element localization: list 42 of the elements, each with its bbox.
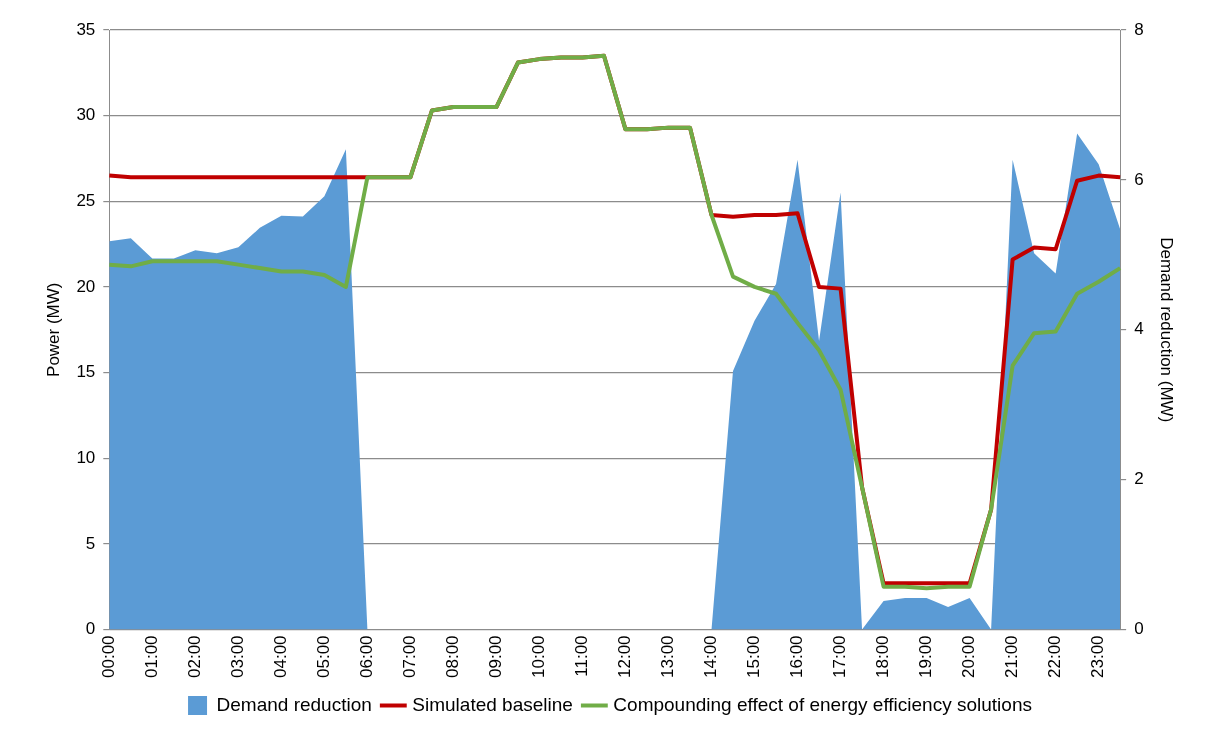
x-tick-label: 12:00 [615, 635, 635, 679]
x-tick-label: 13:00 [658, 635, 678, 679]
y-tick-label: 35 [76, 19, 96, 39]
y-tick-label: 15 [76, 362, 96, 382]
x-tick-label: 11:00 [572, 635, 592, 677]
x-tick-label: 01:00 [142, 635, 162, 679]
y2-tick-label: 4 [1134, 319, 1144, 339]
x-tick-label: 02:00 [185, 635, 205, 679]
x-tick-label: 18:00 [873, 635, 893, 679]
x-tick-label: 14:00 [701, 635, 721, 679]
y-tick-label: 0 [85, 619, 96, 639]
y-tick-label: 25 [76, 190, 96, 210]
y-tick-label: 30 [76, 105, 96, 125]
x-tick-label: 05:00 [314, 635, 334, 679]
legend-label: Simulated baseline [412, 693, 573, 715]
x-tick-label: 07:00 [400, 635, 420, 679]
y2-tick-label: 0 [1134, 619, 1144, 639]
legend-label: Compounding effect of energy efficiency solutions [613, 693, 1032, 715]
y-axis-title: Power (MW) [43, 282, 63, 377]
x-tick-label: 03:00 [228, 635, 248, 679]
y2-tick-label: 2 [1134, 469, 1144, 489]
x-tick-label: 20:00 [959, 635, 979, 679]
x-tick-label: 00:00 [99, 635, 118, 679]
y-tick-label: 10 [76, 447, 96, 467]
x-tick-label: 08:00 [443, 635, 463, 679]
x-tick-label: 22:00 [1045, 635, 1065, 679]
x-tick-label: 17:00 [830, 635, 850, 679]
x-tick-label: 21:00 [1002, 635, 1022, 679]
x-tick-label: 19:00 [916, 635, 936, 679]
x-tick-label: 16:00 [787, 635, 807, 679]
y2-tick-label: 8 [1134, 19, 1144, 39]
y2-tick-label: 6 [1134, 169, 1144, 189]
x-tick-label: 09:00 [486, 635, 506, 679]
x-tick-label: 15:00 [744, 635, 764, 679]
y-tick-label: 20 [76, 276, 96, 296]
x-tick-label: 10:00 [529, 635, 549, 679]
x-tick-label: 06:00 [357, 635, 377, 679]
y-tick-label: 5 [85, 533, 96, 553]
x-tick-label: 23:00 [1088, 635, 1108, 679]
x-tick-label: 04:00 [271, 635, 291, 679]
y2-axis-title: Demand reduction (MW) [1157, 237, 1177, 423]
legend-label: Demand reduction [216, 693, 372, 715]
